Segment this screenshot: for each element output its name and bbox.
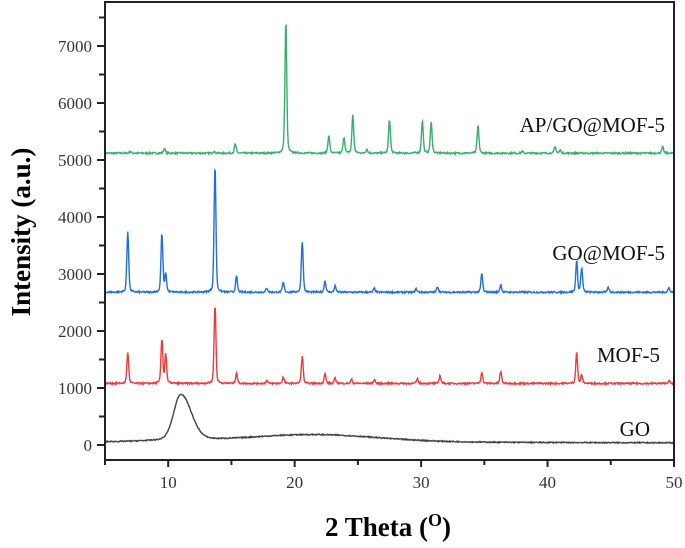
series-label: GO <box>620 417 650 441</box>
x-tick-label: 10 <box>160 473 177 492</box>
y-tick-label: 6000 <box>58 94 92 113</box>
series-line-go-mof-5 <box>105 168 675 296</box>
series-line-mof-5 <box>104 307 675 387</box>
x-axis-title: 2 Theta (O) <box>325 510 451 542</box>
y-tick-label: 3000 <box>58 265 92 284</box>
y-tick-label: 0 <box>84 436 93 455</box>
y-axis-title: Intensity (a.u.) <box>6 148 36 317</box>
y-tick-label: 7000 <box>58 37 92 56</box>
series-label: MOF-5 <box>597 343 660 367</box>
series-line-ap-go-mof-5 <box>104 23 675 156</box>
plot-frame <box>104 1 675 461</box>
series-layer <box>104 23 675 445</box>
y-tick-label: 5000 <box>58 151 92 170</box>
series-labels: AP/GO@MOF-5 GO@MOF-5 MOF-5 GO <box>520 113 665 441</box>
x-tick-label: 20 <box>286 473 303 492</box>
x-tick-label: 30 <box>413 473 430 492</box>
y-tick-label: 1000 <box>58 379 92 398</box>
series-label: AP/GO@MOF-5 <box>520 113 665 137</box>
x-tick-label: 50 <box>666 473 683 492</box>
axis-ticks: 10 20 30 40 50 0 1000 2000 3000 4000 5000 6000 7000 <box>58 16 683 492</box>
x-tick-label: 40 <box>539 473 556 492</box>
series-line-go <box>104 393 675 445</box>
series-label: GO@MOF-5 <box>552 241 665 265</box>
y-tick-label: 2000 <box>58 322 92 341</box>
y-tick-label: 4000 <box>58 208 92 227</box>
x-axis-title-sup: O <box>428 510 442 530</box>
